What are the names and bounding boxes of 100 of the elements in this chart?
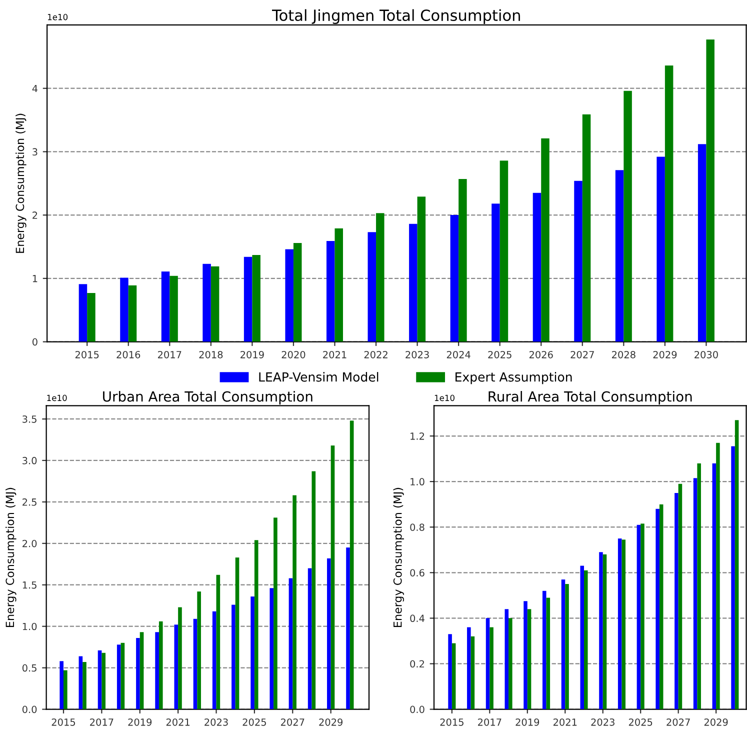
y-tick-label: 4 <box>32 84 38 92</box>
x-tick-label: 2021 <box>553 718 577 726</box>
x-tick-label: 2027 <box>666 718 690 726</box>
x-tick-label: 2025 <box>628 718 652 726</box>
bar <box>232 604 236 710</box>
bar <box>636 524 641 710</box>
x-tick-label: 2019 <box>516 718 540 726</box>
x-tick-label: 2027 <box>280 718 304 726</box>
bar <box>448 634 452 710</box>
bar <box>210 266 220 342</box>
x-tick-label: 2028 <box>612 350 636 358</box>
bar <box>508 618 512 710</box>
bar <box>116 644 121 710</box>
bar <box>285 249 294 342</box>
bar <box>326 241 335 342</box>
chart-title: Urban Area Total Consumption <box>103 391 312 404</box>
bar <box>674 492 678 710</box>
y-tick-label: 0.2 <box>410 660 424 668</box>
x-tick-label: 2023 <box>204 718 228 726</box>
legend-label: LEAP-Vensim Model <box>259 372 378 382</box>
bar <box>492 204 500 342</box>
bar <box>618 538 622 710</box>
y-tick-label: 1 <box>32 275 38 282</box>
bar <box>292 495 296 710</box>
bar <box>546 598 550 710</box>
bar <box>174 624 178 710</box>
x-tick-label: 2021 <box>323 350 346 358</box>
x-tick-label: 2017 <box>478 718 502 726</box>
x-tick-label: 2025 <box>488 350 512 358</box>
bar <box>698 144 706 342</box>
bar <box>584 570 588 710</box>
bar <box>640 524 644 710</box>
bar <box>120 278 128 342</box>
y-tick-label: 2.5 <box>22 498 36 506</box>
y-tick-label: 0.8 <box>410 524 424 531</box>
bar <box>542 590 546 710</box>
x-tick-label: 2017 <box>90 718 114 726</box>
y-tick-label: 0 <box>32 338 38 346</box>
bar <box>82 662 86 710</box>
bar <box>467 627 471 710</box>
x-tick-label: 2029 <box>319 718 343 726</box>
x-tick-label: 2017 <box>158 350 182 358</box>
legend-label: Expert Assumption <box>456 372 572 384</box>
bar <box>102 652 106 710</box>
bar <box>541 138 550 342</box>
bar <box>693 478 698 710</box>
bar <box>574 180 582 342</box>
y-tick-label: 2 <box>32 212 38 219</box>
bar <box>409 224 418 342</box>
text: 1e10 <box>47 394 67 402</box>
bar <box>706 40 714 342</box>
bar <box>734 420 739 710</box>
x-tick-label: 2023 <box>591 718 614 726</box>
x-tick-label: 2023 <box>406 350 429 358</box>
x-tick-label: 2019 <box>240 350 264 358</box>
bar <box>678 484 682 710</box>
y-axis-title: Energy Consumption (MJ) <box>16 114 26 253</box>
y-tick-label: 3.5 <box>22 415 36 423</box>
bar <box>193 618 198 710</box>
bar <box>158 621 163 710</box>
chart-title: Total Jingmen Total Consumption <box>272 9 520 24</box>
bar <box>330 446 335 710</box>
bar <box>524 601 528 710</box>
y-tick-label: 3.0 <box>22 456 37 464</box>
bar <box>136 638 140 710</box>
bar <box>98 650 102 710</box>
bar <box>250 596 254 710</box>
x-tick-label: 2026 <box>529 350 553 358</box>
bar <box>452 643 456 710</box>
y-tick-label: 0.0 <box>410 706 424 714</box>
x-tick-label: 2029 <box>653 350 677 358</box>
bar <box>252 254 260 342</box>
y-tick-label: 3 <box>32 148 38 156</box>
bar <box>417 196 426 342</box>
y-tick-label: 1.2 <box>410 432 424 440</box>
bar <box>659 504 664 710</box>
x-tick-label: 2015 <box>52 718 76 726</box>
bar <box>656 156 665 342</box>
bar <box>161 271 170 342</box>
bar <box>270 588 274 710</box>
bar <box>368 232 376 342</box>
bar <box>602 554 607 710</box>
bar <box>293 242 302 342</box>
bar <box>140 632 144 710</box>
bar <box>458 178 467 342</box>
bar <box>288 578 293 710</box>
bar <box>470 636 475 710</box>
bar <box>500 160 508 342</box>
bar <box>561 579 566 710</box>
bar <box>664 66 674 342</box>
bar <box>312 471 316 710</box>
x-tick-label: 2015 <box>440 718 464 726</box>
bar <box>274 518 278 710</box>
bar <box>697 463 701 710</box>
bar <box>334 228 343 342</box>
x-tick-label: 2021 <box>166 718 190 726</box>
y-axis-title: Energy Consumption (MJ) <box>393 488 404 627</box>
x-tick-label: 2015 <box>75 350 99 358</box>
x-tick-label: 2016 <box>116 350 140 358</box>
bar <box>490 627 494 710</box>
